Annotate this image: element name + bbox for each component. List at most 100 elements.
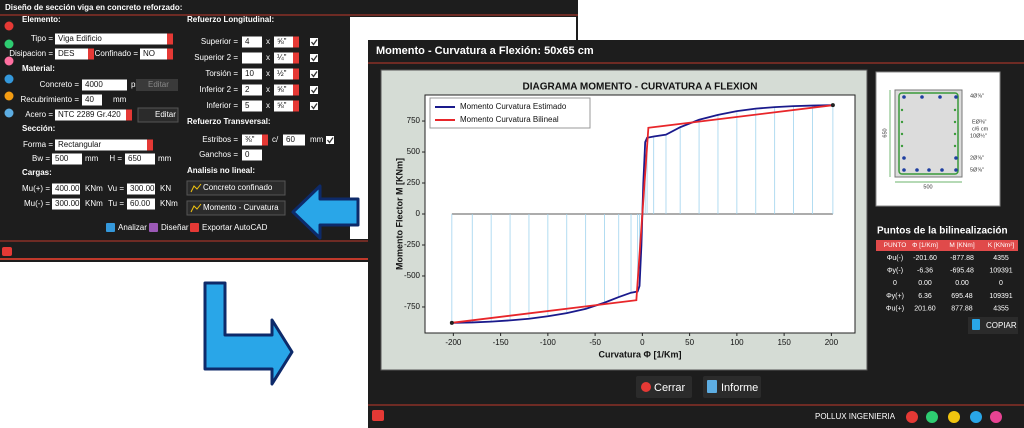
sidebar-icon[interactable] [4, 39, 14, 49]
dropdown-button[interactable] [262, 134, 268, 146]
input-field[interactable] [242, 149, 262, 161]
input-field[interactable] [140, 48, 170, 60]
social-icon[interactable] [970, 411, 982, 423]
label: Mu(+) = [22, 184, 50, 193]
input-field[interactable] [127, 198, 155, 210]
button[interactable] [137, 107, 179, 123]
input-value: 4 [245, 37, 250, 46]
check-mark [310, 39, 318, 46]
check-mark [310, 55, 318, 62]
input-field[interactable] [242, 84, 262, 96]
dropdown-button[interactable] [167, 33, 173, 45]
rebar [954, 95, 958, 99]
check-mark [326, 137, 334, 144]
rebar [900, 132, 904, 136]
button[interactable] [186, 200, 286, 216]
social-icon[interactable] [906, 411, 918, 423]
input-field[interactable] [55, 109, 127, 121]
x-tick-label: -50 [589, 338, 601, 347]
input-field[interactable] [274, 68, 294, 80]
social-icon[interactable] [990, 411, 1002, 423]
label: Mu(-) = [24, 199, 50, 208]
input-field[interactable] [283, 134, 305, 146]
dropdown-button[interactable] [126, 109, 132, 121]
sidebar-icon[interactable] [4, 21, 14, 31]
dropdown-button[interactable] [293, 36, 299, 48]
input-field[interactable] [274, 100, 294, 112]
check-mark [310, 103, 318, 110]
input-field[interactable] [125, 153, 155, 165]
action-button[interactable]: Analizar [118, 223, 147, 232]
dropdown-button[interactable] [293, 52, 299, 64]
input-field[interactable] [127, 183, 155, 195]
input-field[interactable] [274, 52, 294, 64]
dropdown-button[interactable] [88, 48, 94, 60]
action-button[interactable]: Diseñar [161, 223, 189, 232]
button-label[interactable]: COPIAR [986, 321, 1017, 330]
checkbox[interactable] [310, 38, 318, 46]
label: Recubrimiento = [21, 95, 80, 104]
button-label[interactable]: Informe [721, 382, 758, 394]
label: KNm [85, 199, 103, 208]
input-field[interactable] [242, 68, 262, 80]
home-icon[interactable] [2, 247, 12, 256]
input-field[interactable] [242, 134, 262, 146]
input-field[interactable] [55, 33, 170, 45]
input-field[interactable] [82, 94, 102, 106]
home-icon[interactable] [372, 410, 384, 421]
label: Ganchos = [199, 150, 238, 159]
label: Inferior 2 = [200, 85, 239, 94]
button-label[interactable]: Concreto confinado [203, 183, 273, 192]
sidebar-icon[interactable] [4, 108, 14, 118]
input-field[interactable] [242, 100, 262, 112]
input-field[interactable] [274, 84, 294, 96]
social-icon[interactable] [948, 411, 960, 423]
social-icon[interactable] [926, 411, 938, 423]
input-value: 2 [245, 85, 250, 94]
label: x [266, 37, 270, 46]
input-field[interactable] [52, 153, 82, 165]
dropdown-button[interactable] [293, 100, 299, 112]
sidebar-icon[interactable] [4, 56, 14, 66]
checkbox[interactable] [310, 86, 318, 94]
button-label[interactable]: Cerrar [654, 382, 686, 394]
sidebar-icon[interactable] [4, 74, 14, 84]
x-tick-label: 0 [640, 338, 645, 347]
table-header-cell: PUNTO [884, 242, 907, 249]
input-field[interactable] [55, 48, 88, 60]
button-label[interactable]: Momento - Curvatura [203, 203, 279, 212]
dropdown-button[interactable] [167, 48, 173, 60]
label: mm [158, 154, 172, 163]
input-value: 10 [245, 69, 254, 78]
button[interactable] [186, 180, 286, 196]
checkbox[interactable] [326, 136, 334, 144]
label: Tipo = [31, 34, 53, 43]
input-field[interactable] [242, 36, 262, 48]
checkbox[interactable] [310, 102, 318, 110]
button[interactable] [636, 376, 692, 398]
button[interactable] [968, 317, 1018, 334]
input-field[interactable] [52, 198, 80, 210]
dropdown-button[interactable] [147, 139, 153, 151]
input-field[interactable] [82, 79, 127, 91]
input-field[interactable] [242, 52, 262, 64]
rebar [938, 95, 942, 99]
input-field[interactable] [55, 139, 148, 151]
action-button[interactable]: Exportar AutoCAD [202, 223, 268, 232]
rebar [953, 120, 957, 124]
label: 4Ø⅝" [970, 93, 984, 99]
flow-arrow [291, 184, 360, 240]
dropdown-button[interactable] [293, 84, 299, 96]
table-cell: Φu(-) [887, 255, 903, 262]
input-field[interactable] [274, 36, 294, 48]
checkbox[interactable] [310, 70, 318, 78]
label: Torsión = [205, 69, 238, 78]
checkbox[interactable] [310, 54, 318, 62]
input-value: 40 [85, 95, 94, 104]
input-field[interactable] [52, 183, 80, 195]
dropdown-button[interactable] [293, 68, 299, 80]
button-disabled[interactable] [136, 79, 178, 91]
label: c/6 cm [972, 126, 989, 132]
button[interactable] [703, 376, 761, 398]
sidebar-icon[interactable] [4, 91, 14, 101]
